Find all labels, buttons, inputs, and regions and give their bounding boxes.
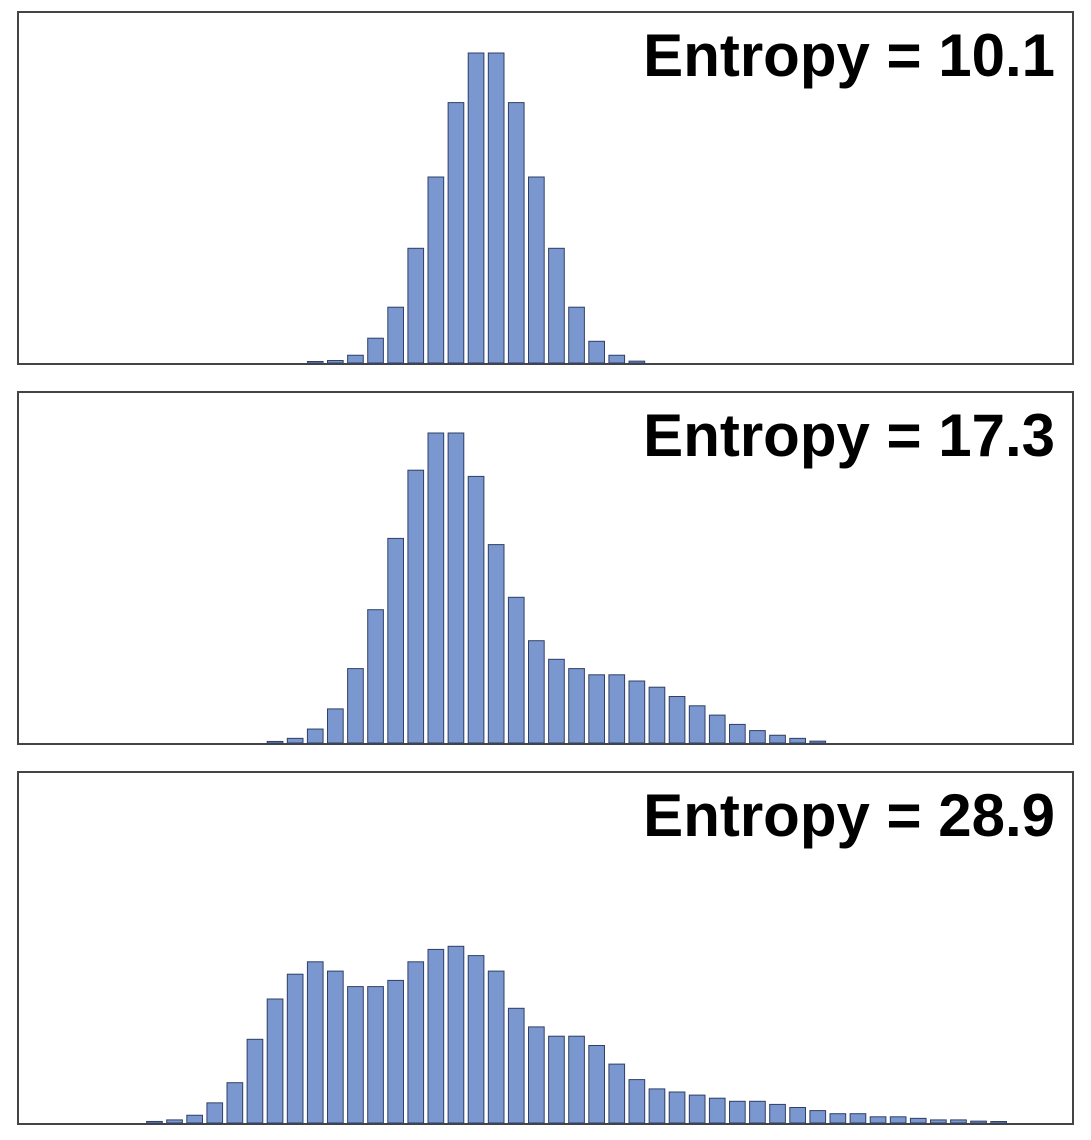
- histogram-bar: [588, 1045, 605, 1124]
- histogram-bar: [950, 1119, 967, 1124]
- histogram-bar: [688, 1094, 706, 1124]
- histogram-bar: [427, 432, 445, 744]
- histogram-bar: [387, 306, 404, 364]
- histogram-bar: [708, 1097, 726, 1124]
- histogram-bar: [246, 1038, 264, 1124]
- histogram-bar: [970, 1120, 987, 1124]
- histogram-bar: [347, 986, 364, 1124]
- histogram-bar: [447, 945, 465, 1124]
- panel-frame: [17, 771, 1074, 1125]
- histogram-bar: [407, 247, 425, 364]
- histogram-bar: [889, 1116, 907, 1124]
- histogram-bar: [266, 998, 284, 1124]
- histogram-bar: [467, 955, 485, 1124]
- histogram-bar: [628, 680, 646, 744]
- histogram-bar: [568, 668, 585, 744]
- histogram-bar: [568, 306, 585, 364]
- histogram-bar: [648, 1088, 666, 1124]
- histogram-bar: [286, 973, 304, 1124]
- histogram-bar: [528, 1026, 545, 1124]
- panel-title: Entropy = 28.9: [643, 782, 1055, 849]
- histogram-bar: [668, 1091, 686, 1124]
- histogram-bar: [387, 537, 404, 744]
- histogram-bar: [427, 948, 445, 1124]
- histogram-bar: [447, 432, 465, 744]
- histogram-bar: [528, 640, 545, 744]
- histogram-bar: [608, 1063, 626, 1124]
- histogram-bar: [648, 686, 666, 744]
- histogram-bar: [548, 658, 565, 744]
- histogram-bar: [769, 1103, 786, 1124]
- histogram-bar: [306, 728, 324, 744]
- histogram-bar: [206, 1102, 224, 1124]
- histogram-bar: [186, 1114, 203, 1124]
- panel-title: Entropy = 17.3: [643, 402, 1055, 469]
- histogram-bar: [588, 340, 605, 364]
- histogram-bar: [226, 1082, 244, 1124]
- histogram-bar: [487, 544, 505, 744]
- histogram-bar: [548, 247, 565, 364]
- histogram-bar: [407, 961, 425, 1124]
- histogram-bar: [387, 979, 404, 1124]
- histogram-bar: [608, 674, 626, 744]
- histogram-bar: [507, 102, 525, 364]
- panel-title: Entropy = 10.1: [643, 22, 1055, 89]
- histogram-bar: [628, 360, 646, 364]
- histogram-bar: [909, 1117, 927, 1124]
- histogram-bar: [548, 1035, 565, 1124]
- histogram-bar: [467, 52, 485, 364]
- histogram-bar: [990, 1121, 1007, 1124]
- histogram-bar: [367, 337, 384, 364]
- histogram-bar: [327, 970, 344, 1124]
- histogram-bar: [467, 475, 485, 744]
- histogram-bar: [809, 740, 827, 744]
- histogram-bar: [769, 734, 786, 744]
- histogram-bar: [507, 1007, 525, 1124]
- histogram-bar: [749, 1100, 766, 1124]
- histogram-bar: [327, 360, 344, 364]
- histogram-bar: [628, 1079, 646, 1124]
- histogram-bar: [668, 696, 686, 744]
- histogram-bar: [146, 1120, 163, 1124]
- histogram-bar: [306, 961, 324, 1124]
- histogram-bar: [266, 740, 284, 744]
- histogram-bar: [447, 102, 465, 364]
- histogram-bar: [347, 668, 364, 744]
- histogram-bar: [487, 970, 505, 1124]
- histogram-bar: [306, 361, 324, 364]
- histogram-bar: [347, 354, 364, 364]
- histogram-bar: [789, 1107, 806, 1124]
- histogram-bar: [608, 354, 626, 364]
- histogram-bar: [869, 1116, 887, 1124]
- histogram-bar: [729, 723, 746, 744]
- histogram-bar: [749, 730, 766, 744]
- histogram-bar: [789, 737, 806, 744]
- histogram-bar: [166, 1119, 183, 1124]
- histogram-bar: [688, 705, 706, 744]
- histogram-bar: [487, 52, 505, 364]
- histogram-bar: [729, 1100, 746, 1124]
- histogram-bar: [367, 986, 384, 1124]
- histogram-bar: [568, 1035, 585, 1124]
- histogram-panel-2: Entropy = 17.3: [17, 391, 1074, 745]
- histogram-panel-1: Entropy = 10.1: [17, 11, 1074, 365]
- histogram-bar: [528, 176, 545, 364]
- histogram-bar: [286, 737, 304, 744]
- panel-frame: [17, 11, 1074, 365]
- histogram-bar: [588, 674, 605, 744]
- histogram-bar: [367, 609, 384, 744]
- histogram-bar: [427, 176, 445, 364]
- histogram-bar: [809, 1110, 827, 1124]
- histogram-bar: [708, 714, 726, 744]
- histogram-bar: [930, 1119, 947, 1124]
- histogram-bar: [849, 1113, 867, 1124]
- panel-frame: [17, 391, 1074, 745]
- histogram-bar: [507, 596, 525, 744]
- histogram-panel-3: Entropy = 28.9: [17, 771, 1074, 1125]
- histogram-bar: [327, 708, 344, 744]
- histogram-bar: [829, 1113, 847, 1124]
- histogram-bar: [407, 469, 425, 744]
